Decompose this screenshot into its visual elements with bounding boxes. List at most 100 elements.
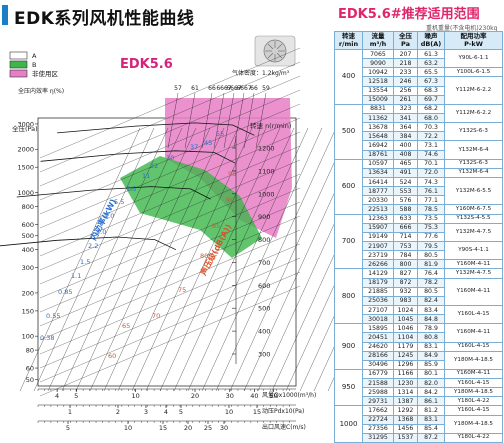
power-value-label: 0.85 (58, 288, 72, 296)
y-right-tick-label: 700 (258, 259, 270, 267)
efficiency-guide (223, 92, 235, 149)
noise-cell: 85.4 (417, 423, 445, 434)
flow-axis-label: 风量Qx1000(m³/h) (262, 392, 316, 399)
noise-cell: 68.0 (417, 112, 445, 124)
legend-label: 非使用区 (32, 69, 59, 78)
y-left-tick-label: 400 (22, 246, 34, 254)
pressure-curve (16, 186, 211, 200)
grid-diagonal (39, 103, 301, 215)
y-left-tick-label: 2000 (17, 146, 34, 154)
top-value-label: 37 (190, 143, 198, 151)
flow-cell: 27356 (362, 423, 394, 434)
y-right-tick-label: 300 (258, 351, 270, 359)
pressure-cell: 983 (393, 295, 418, 306)
flow-cell: 7065 (362, 48, 394, 60)
noise-cell: 76.1 (417, 186, 445, 197)
pressure-cell: 1456 (393, 423, 418, 434)
speed-cell: 900 (334, 323, 363, 370)
power-value-label: 0.38 (40, 334, 54, 342)
flow-cell: 15895 (362, 323, 394, 334)
noise-cell: 84.9 (417, 350, 445, 361)
table-subtitle: 重机重量(不含电机)230kg (426, 25, 498, 32)
pressure-cell: 491 (393, 167, 418, 178)
grid-diagonal (271, 254, 334, 392)
pressure-cell: 1292 (393, 405, 418, 416)
table-title: EDK5.6#推荐适用范围 (338, 7, 480, 22)
y-left-tick-label: 3000 (17, 120, 34, 128)
noise-cell: 77.6 (417, 231, 445, 242)
power-value-label: 11 (142, 172, 150, 180)
grid-diagonal (187, 127, 309, 392)
pressure-cell: 207 (393, 48, 418, 60)
grid-diagonal (39, 159, 301, 271)
grid-diagonal (33, 127, 155, 392)
pressure-cell: 341 (393, 112, 418, 124)
efficiency-guide (167, 92, 179, 149)
density-annotation: 气体密度：1.2kg/m³ (232, 69, 290, 77)
pressure-cell: 1024 (393, 304, 418, 316)
flow-tick-label: 5 (74, 392, 78, 400)
noise-cell: 74.3 (417, 176, 445, 188)
table-header-cell: 噪声 dB(A) (417, 31, 445, 50)
chart-title: EDK5.6 (120, 57, 173, 72)
flow-cell: 12518 (362, 76, 394, 87)
grid-diagonal (75, 127, 197, 392)
table-body: 400 7065 207 61.3 Y90L-6-1.1 9090 218 63.2 10942… (334, 48, 503, 443)
flow-cell: 18179 (362, 277, 394, 288)
efficiency-axis-label: 全压内效率 η(%) (18, 87, 64, 95)
noise-cell: 84.2 (417, 387, 445, 398)
y-left-tick-label: 500 (22, 232, 34, 240)
motor-cell: Y90S-4-1.1 (444, 240, 503, 261)
grid-diagonal (39, 187, 301, 299)
pressure-cell: 633 (393, 213, 418, 224)
motor-cell: Y180M-4-18.5 (444, 414, 503, 434)
efficiency-tick: 57 (174, 85, 182, 92)
velocity-axis-label: 出口风速C(m/s) (262, 423, 306, 431)
efficiency-tick: 66 (250, 85, 258, 92)
pressure-cell: 753 (393, 240, 418, 252)
table-header-cell: 配用功率 P-kW (444, 31, 503, 50)
noise-cell: 70.1 (417, 158, 445, 169)
y-right-tick-label: 1000 (258, 190, 275, 198)
noise-cell: 63.2 (417, 58, 445, 69)
speed-cell: 1000 (334, 405, 363, 443)
noise-cell: 81.2 (417, 405, 445, 416)
flow-cell: 29731 (362, 396, 394, 407)
motor-cell: Y160M-4-11 (444, 323, 503, 343)
table-header-cell: 流量 m³/h (362, 31, 394, 50)
dynamic-pressure-tick-label: 10 (225, 408, 233, 416)
pressure-cell: 932 (393, 286, 418, 297)
flow-cell: 30496 (362, 359, 394, 370)
region-b (120, 156, 262, 258)
flow-cell: 15907 (362, 222, 394, 233)
pressure-cell: 1387 (393, 396, 418, 407)
flow-tick-label: 50 (269, 392, 277, 400)
pressure-cell: 1230 (393, 378, 418, 389)
pressure-cell: 1104 (393, 332, 418, 343)
y-left-axis-label: 全压(Pa) (12, 124, 38, 133)
pressure-cell: 384 (393, 131, 418, 142)
efficiency-tick: 6667 (236, 85, 251, 92)
legend-label: A (32, 52, 37, 60)
table-row: 24620 1179 83.1 Y160L-4-15 (335, 341, 503, 352)
table-row: 1000 17662 1292 81.2 Y160L-4-15 (334, 405, 503, 443)
y-right-tick-label: 1200 (258, 145, 275, 153)
pressure-cell: 400 (393, 140, 418, 151)
noise-cell: 86.1 (417, 396, 445, 407)
power-value-label: 2.2 (88, 242, 98, 250)
y-right-tick-label: 400 (258, 328, 270, 336)
table-row: 900 15895 1046 78.9 Y160M-4-11 (334, 323, 503, 370)
flow-cell: 28166 (362, 350, 394, 361)
flow-tick-label: 40 (250, 392, 258, 400)
pressure-curve (0, 236, 177, 251)
table-row: 700 12363 633 73.5 Y132S-4-5.5 (334, 213, 503, 270)
grid-diagonal (39, 229, 301, 341)
pressure-cell: 364 (393, 122, 418, 133)
flow-cell: 11362 (362, 112, 394, 124)
grid-diagonal (39, 173, 301, 285)
pressure-cell: 553 (393, 186, 418, 197)
grid-diagonal (39, 61, 301, 173)
noise-value-label: 90 (226, 196, 234, 204)
speed-cell: 600 (334, 158, 363, 215)
